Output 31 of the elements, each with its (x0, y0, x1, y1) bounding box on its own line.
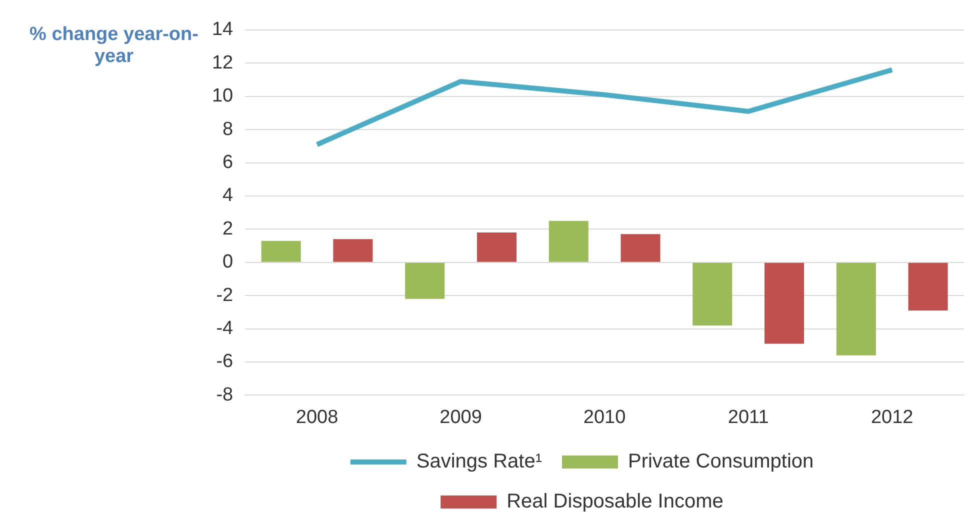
y-tick-label: 12 (212, 52, 234, 74)
x-tick-label: 2008 (296, 406, 338, 428)
bar (764, 262, 804, 344)
y-tick-label: 10 (212, 86, 234, 107)
x-tick-label: 2009 (440, 406, 482, 428)
y-tick-label: -4 (216, 318, 234, 340)
bar (908, 262, 948, 311)
y-tick-label: 14 (212, 19, 234, 40)
x-tick-label: 2010 (583, 406, 626, 428)
y-tick-label: -2 (216, 284, 234, 306)
legend-label: Private Consumption (628, 450, 814, 473)
bar (405, 262, 445, 299)
y-tick-label: -6 (216, 351, 234, 372)
y-tick-label: -8 (216, 384, 234, 406)
y-tick-label: 2 (222, 218, 234, 240)
y-tick-label: 0 (222, 252, 234, 273)
legend-label: Real Disposable Income (506, 490, 724, 513)
bar (476, 232, 517, 262)
legend-label: Savings Rate¹ (416, 450, 542, 473)
bar (333, 239, 373, 262)
y-axis-title: % change year-on-year (30, 24, 198, 67)
bar (261, 240, 301, 262)
y-tick-label: 8 (222, 118, 234, 140)
x-tick-label: 2011 (728, 406, 769, 428)
y-tick-label: 4 (222, 185, 234, 206)
y-tick-label: 6 (222, 152, 234, 174)
x-tick-label: 2012 (870, 406, 914, 428)
bar (692, 262, 732, 326)
bar (620, 234, 660, 262)
bar (836, 262, 876, 356)
bar (548, 220, 588, 262)
